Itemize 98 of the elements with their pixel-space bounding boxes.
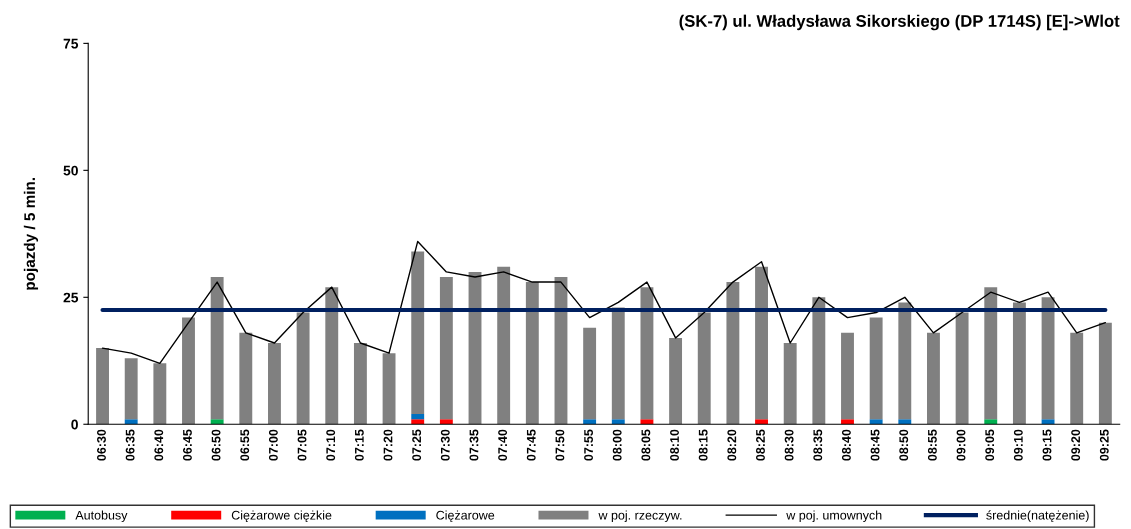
- bar: [124, 419, 138, 425]
- x-tick-label: 08:40: [842, 429, 851, 461]
- x-tick-label: 08:45: [870, 429, 880, 461]
- x-tick-label: 07:00: [268, 429, 278, 461]
- bar: [927, 332, 940, 425]
- x-tick-label: 07:55: [584, 429, 593, 461]
- line-series: [101, 240, 1107, 365]
- bar: [325, 287, 339, 425]
- bar: [124, 358, 138, 420]
- legend-label: Autobusy: [75, 510, 128, 523]
- x-tick-label: 06:55: [240, 429, 250, 461]
- bar: [869, 419, 883, 425]
- bar: [353, 343, 367, 425]
- x-tick-label: 09:00: [956, 429, 966, 461]
- x-tick-label: 08:10: [670, 429, 679, 461]
- y-tick-label: 0: [71, 419, 78, 430]
- bar: [96, 348, 109, 425]
- legend-label: w poj. rzeczyw.: [598, 510, 682, 523]
- x-tick-label: 06:30: [97, 429, 106, 461]
- bar: [411, 414, 425, 420]
- bar: [726, 282, 740, 425]
- x-tick-label: 09:05: [985, 429, 995, 461]
- bar: [898, 419, 912, 425]
- bar: [984, 287, 998, 420]
- x-tick-label: 08:00: [612, 429, 622, 461]
- x-tick-label: 06:35: [125, 429, 135, 461]
- y-tick-label: 25: [63, 292, 79, 303]
- x-tick-label: 08:55: [927, 429, 937, 461]
- bar: [611, 419, 625, 425]
- x-tick-label: 08:20: [727, 429, 737, 461]
- bar: [984, 419, 998, 425]
- bar: [583, 327, 597, 420]
- bar: [783, 343, 797, 425]
- x-tick-label: 07:40: [498, 429, 508, 461]
- x-tick-label: 08:25: [756, 429, 765, 461]
- bar: [869, 317, 883, 420]
- x-tick-label: 09:20: [1071, 429, 1081, 461]
- bar: [497, 266, 511, 425]
- bar: [898, 302, 912, 420]
- x-tick-label: 07:50: [555, 429, 565, 461]
- chart-title: (SK-7) ul. Władysława Sikorskiego (DP 1714S) [E]->Wlot: [679, 14, 1120, 31]
- bar: [812, 297, 826, 425]
- bar: [755, 419, 768, 425]
- x-tick-label: 08:50: [899, 429, 909, 461]
- x-tick-label: 07:05: [297, 429, 307, 461]
- bar: [210, 419, 224, 425]
- bar: [697, 312, 711, 425]
- bar: [468, 271, 482, 425]
- x-tick-label: 07:30: [440, 429, 450, 461]
- bar: [1070, 332, 1084, 425]
- bar: [210, 276, 224, 420]
- bar: [669, 337, 683, 425]
- legend-label: w poj. umownych: [786, 510, 882, 523]
- x-tick-label: 08:15: [698, 429, 708, 461]
- x-tick-label: 07:20: [383, 429, 393, 461]
- bar: [841, 332, 854, 420]
- x-tick-label: 08:05: [641, 429, 651, 461]
- bar: [841, 419, 854, 425]
- bar: [583, 419, 597, 425]
- x-tick-label: 06:50: [211, 429, 221, 461]
- y-tick-label: 50: [63, 165, 78, 176]
- y-tick-label: 75: [63, 38, 79, 49]
- bar: [755, 266, 768, 420]
- bar: [296, 312, 310, 425]
- x-tick-label: 08:35: [813, 429, 823, 461]
- x-tick-label: 08:30: [784, 429, 794, 461]
- x-tick-label: 07:15: [354, 429, 364, 461]
- x-tick-label: 07:10: [326, 429, 336, 461]
- bar: [239, 332, 253, 425]
- bar: [955, 312, 969, 425]
- bar: [525, 282, 539, 425]
- bar: [439, 419, 453, 425]
- x-tick-label: 07:45: [526, 429, 536, 461]
- bar: [182, 317, 195, 425]
- x-tick-label: 07:35: [469, 429, 479, 461]
- x-tick-label: 06:45: [183, 429, 192, 461]
- bar: [640, 419, 654, 425]
- bar: [611, 307, 625, 420]
- bar: [411, 419, 425, 425]
- bar: [439, 276, 453, 420]
- legend-label: Ciężarowe: [436, 510, 495, 523]
- bar: [640, 287, 654, 420]
- bar: [382, 353, 396, 425]
- x-tick-label: 06:40: [154, 429, 164, 461]
- bar: [153, 363, 167, 425]
- bar: [1098, 322, 1112, 425]
- x-tick-label: 07:25: [412, 429, 422, 461]
- legend-label: średnie(natężenie): [986, 510, 1089, 523]
- bar: [411, 251, 425, 415]
- x-tick-label: 09:15: [1042, 429, 1052, 461]
- bar: [1041, 419, 1055, 425]
- legend-label: Ciężarowe ciężkie: [231, 510, 332, 523]
- bar: [268, 343, 281, 425]
- x-tick-label: 09:25: [1099, 429, 1109, 461]
- bar: [1012, 302, 1026, 425]
- x-tick-label: 09:10: [1013, 429, 1023, 461]
- bar: [1041, 297, 1055, 420]
- y-axis-title: pojazdy / 5 min.: [23, 177, 39, 290]
